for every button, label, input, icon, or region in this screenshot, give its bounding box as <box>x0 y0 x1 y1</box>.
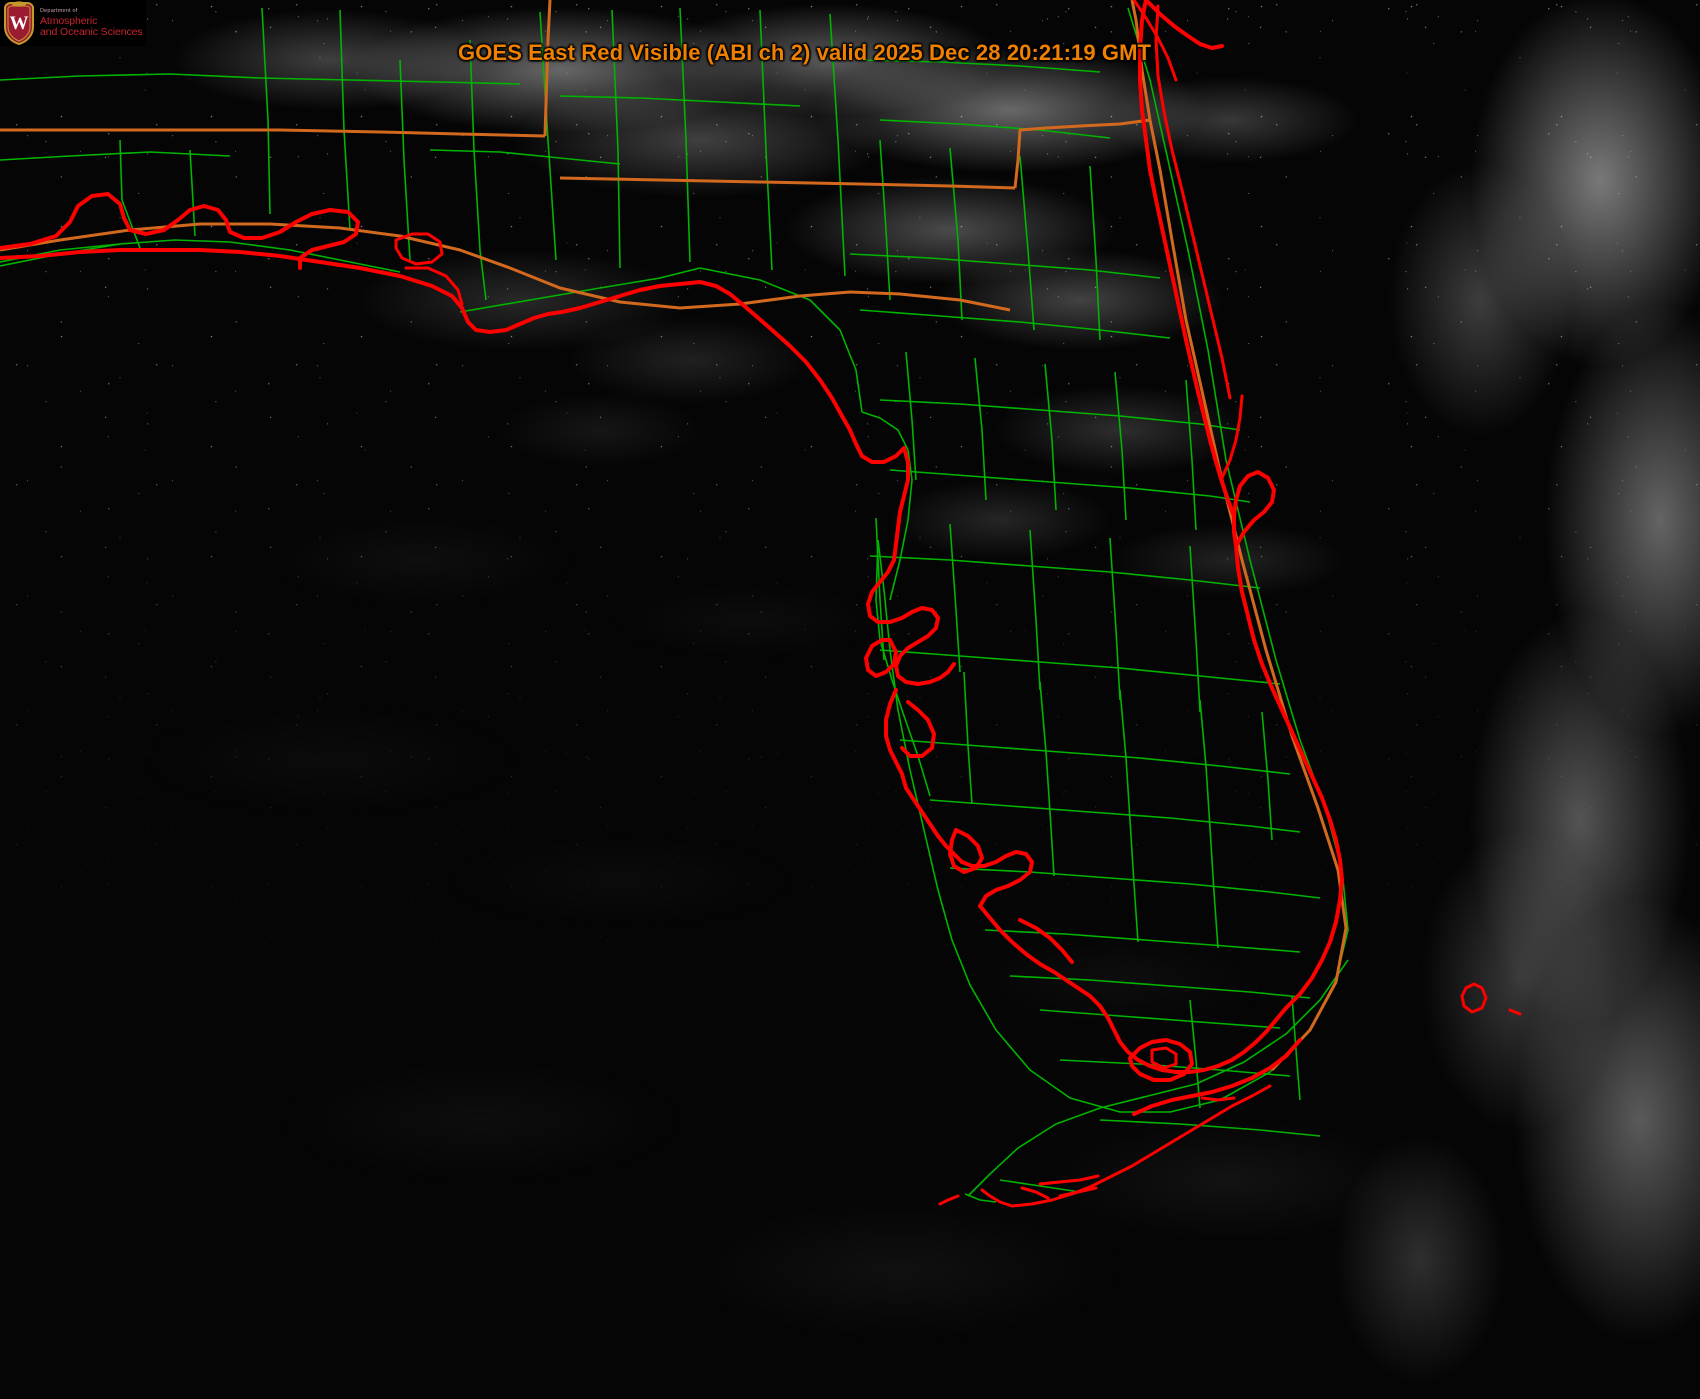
logo-title-line-2: and Oceanic Sciences <box>40 25 143 38</box>
county-border-group <box>0 7 1349 1203</box>
product-title: GOES East Red Visible (ABI ch 2) valid 2… <box>458 40 1152 65</box>
svg-text:W: W <box>10 13 29 34</box>
logo-text-block: Department of Atmospheric and Oceanic Sc… <box>40 7 143 38</box>
logo-department-label: Department of <box>40 7 78 14</box>
logo-title-line-1: Atmospheric <box>40 14 98 27</box>
state-border-group <box>0 0 1348 1072</box>
coastline-group <box>0 0 1522 1208</box>
uw-aos-logo-banner: W Department of Atmospheric and Oceanic … <box>0 0 146 46</box>
uw-madison-crest-icon: W <box>4 1 34 45</box>
